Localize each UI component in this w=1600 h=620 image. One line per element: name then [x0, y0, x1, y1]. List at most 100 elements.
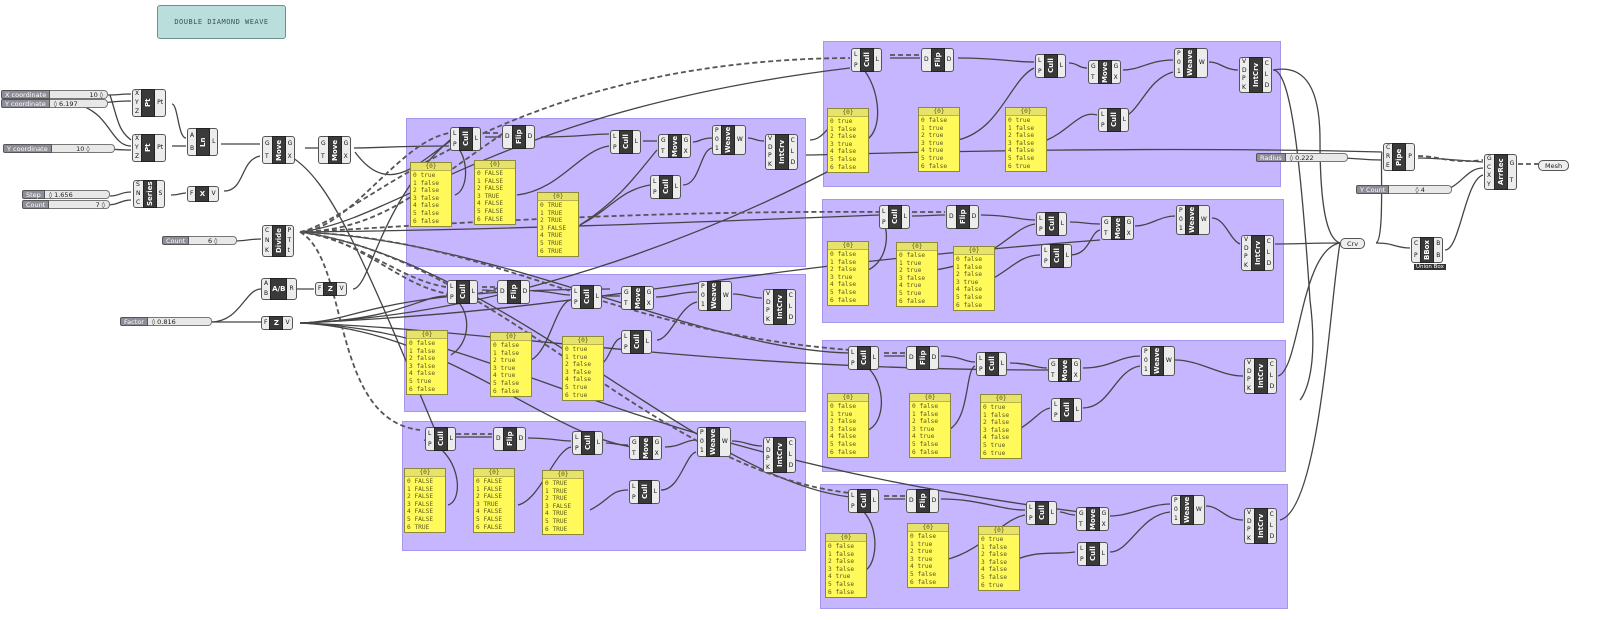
y-coordinate-slider[interactable]: Y coordinate ◊ 6.197: [1, 99, 108, 108]
boolean-panel[interactable]: {0} 0 FALSE 1 FALSE 2 FALSE 3 TRUE 4 FALSE 5 F…: [473, 468, 515, 534]
cull-component[interactable]: L P Cull L: [879, 205, 910, 229]
intcrv-component[interactable]: V D P K IntCrv C L D: [763, 437, 797, 473]
group-bottom-mid[interactable]: [402, 421, 806, 551]
boolean-panel[interactable]: {0} 0 true 1 false 2 false 3 true 4 false 5 fa…: [827, 108, 869, 174]
move-component-2[interactable]: G T Move G X: [318, 136, 352, 164]
factor-slider[interactable]: Factor ◊ 0.816: [120, 317, 212, 326]
boolean-panel[interactable]: {0} 0 false 1 false 2 false 3 true 4 true 5 fa…: [909, 393, 951, 459]
weave-component[interactable]: P 0 1 Weave W: [1171, 495, 1205, 525]
move-component[interactable]: G T Move G X: [1048, 358, 1082, 382]
boolean-panel[interactable]: {0} 0 FALSE 1 FALSE 2 FALSE 3 TRUE 4 FALSE 5 F…: [474, 160, 516, 226]
weave-component[interactable]: P 0 1 Weave W: [698, 281, 732, 311]
y-coordinate-slider-2[interactable]: Y coordinate 10 ◊: [3, 144, 115, 153]
flip-component[interactable]: D Flip D: [493, 427, 527, 451]
move-component[interactable]: G T Move G X: [621, 286, 655, 310]
cull-component[interactable]: L P Cull L: [447, 280, 478, 304]
cull-component[interactable]: L P Cull L: [610, 130, 641, 154]
flip-component[interactable]: D Flip D: [906, 489, 940, 513]
boolean-panel[interactable]: {0} 0 FALSE 1 FALSE 2 FALSE 3 FALSE 4 FALSE 5 …: [404, 468, 446, 534]
cull-component[interactable]: L P Cull L: [851, 48, 882, 72]
intcrv-component[interactable]: V D P K IntCrv C L D: [1244, 508, 1278, 544]
cull-component[interactable]: L P Cull L: [621, 330, 652, 354]
cull-component[interactable]: L P Cull L: [450, 127, 481, 151]
x-coordinate-slider[interactable]: X coordinate 10 ◊: [1, 90, 108, 99]
weave-component[interactable]: P 0 1 Weave W: [1174, 48, 1208, 78]
flip-component[interactable]: D Flip D: [502, 125, 536, 149]
weave-component[interactable]: P 0 1 Weave W: [1176, 205, 1210, 235]
count-slider[interactable]: Count 7 ◊: [22, 200, 110, 209]
cull-component[interactable]: L P Cull L: [571, 285, 602, 309]
flip-component[interactable]: D Flip D: [946, 205, 980, 229]
cull-component[interactable]: L P Cull L: [1077, 542, 1108, 566]
cull-component[interactable]: L P Cull L: [1051, 398, 1082, 422]
boolean-panel[interactable]: {0} 0 TRUE 1 TRUE 2 TRUE 3 FALSE 4 TRUE 5 TRUE…: [537, 192, 579, 258]
boolean-panel[interactable]: {0} 0 false 1 false 2 false 3 false 4 false 5 …: [406, 330, 448, 396]
move-component[interactable]: G T Move G X: [262, 136, 296, 164]
cull-component[interactable]: L P Cull L: [572, 431, 603, 455]
mesh-param[interactable]: Mesh: [1538, 160, 1570, 171]
boolean-panel[interactable]: {0} 0 TRUE 1 TRUE 2 TRUE 3 FALSE 4 TRUE 5 TRUE…: [542, 470, 584, 536]
cull-component[interactable]: L P Cull L: [425, 427, 456, 451]
boolean-panel[interactable]: {0} 0 false 1 false 2 false 3 true 4 false 5 f…: [827, 241, 869, 307]
cull-component[interactable]: L P Cull L: [848, 489, 879, 513]
point-component[interactable]: X Y Z Pt Pt: [132, 89, 167, 117]
line-component[interactable]: A B Ln L: [187, 128, 219, 156]
move-component[interactable]: G T Move G X: [658, 134, 692, 158]
boolean-panel[interactable]: {0} 0 true 1 false 2 false 3 false 4 false 5 f…: [410, 162, 452, 228]
pipe-component[interactable]: C R E Pipe P: [1383, 143, 1415, 171]
move-component[interactable]: G T Move G X: [1088, 60, 1122, 84]
cull-component[interactable]: L P Cull L: [629, 480, 660, 504]
step-slider[interactable]: Step ◊ 1.656: [22, 190, 110, 199]
y-count-slider[interactable]: Y Count ◊ 4: [1356, 185, 1452, 194]
divide-count-slider[interactable]: Count 6 ◊: [162, 236, 237, 245]
boolean-panel[interactable]: {0} 0 false 1 true 2 true 3 true 4 true 5 true…: [918, 107, 960, 173]
intcrv-component[interactable]: V D P K IntCrv C L D: [763, 289, 797, 325]
boolean-panel[interactable]: {0} 0 false 1 true 2 true 3 false 4 true 5 tru…: [896, 242, 938, 308]
arrrec-component[interactable]: G C X Y ArrRec G T: [1484, 154, 1518, 190]
weave-component[interactable]: P 0 1 Weave W: [697, 427, 731, 457]
point-component-2[interactable]: X Y Z Pt Pt: [132, 134, 167, 162]
boolean-panel[interactable]: {0} 0 false 1 true 2 false 3 false 4 false 5 f…: [827, 393, 869, 459]
intcrv-component[interactable]: V D P K IntCrv C L D: [1244, 358, 1278, 394]
move-component[interactable]: G T Move G X: [1101, 216, 1135, 240]
intcrv-component[interactable]: V D P K IntCrv C L D: [1239, 57, 1273, 93]
flip-component[interactable]: D Flip D: [921, 48, 955, 72]
panel-item: 6 FALSE: [477, 215, 504, 223]
cull-component[interactable]: L P Cull L: [976, 352, 1007, 376]
boolean-panel[interactable]: {0} 0 false 1 false 2 false 3 true 4 false 5 f…: [953, 246, 995, 312]
series-component[interactable]: S N C Series S: [133, 180, 166, 208]
move-component[interactable]: G T Move G X: [629, 436, 663, 460]
boolean-panel[interactable]: {0} 0 false 1 false 2 true 3 true 4 true 5 fal…: [490, 332, 532, 398]
move-component[interactable]: G T Move G X: [1076, 507, 1110, 531]
title-panel[interactable]: DOUBLE DIAMOND WEAVE: [157, 5, 286, 39]
boolean-panel[interactable]: {0} 0 true 1 true 2 false 3 false 4 false 5 tr…: [562, 336, 604, 402]
flip-component[interactable]: D Flip D: [497, 280, 531, 304]
boolean-panel[interactable]: {0} 0 false 1 true 2 true 3 true 4 true 5 fals…: [907, 523, 949, 589]
cull-component[interactable]: L P Cull L: [1041, 244, 1072, 268]
intcrv-component[interactable]: V D P K IntCrv C L D: [1241, 235, 1275, 271]
boolean-panel[interactable]: {0} 0 true 1 false 2 false 3 false 4 false 5 t…: [980, 394, 1022, 460]
boolean-panel[interactable]: {0} 0 true 1 false 2 false 3 false 4 false 5 f…: [1005, 107, 1047, 173]
cull-component[interactable]: L P Cull L: [650, 175, 681, 199]
weave-component[interactable]: P 0 1 Weave W: [1141, 346, 1175, 376]
weave-component[interactable]: P 0 1 Weave W: [712, 125, 746, 155]
cull-component[interactable]: L P Cull L: [1098, 108, 1129, 132]
radius-slider[interactable]: Radius ◊ 0.222: [1256, 153, 1348, 162]
cull-component[interactable]: L P Cull L: [1035, 54, 1066, 78]
division-component[interactable]: A B A/B R: [261, 278, 297, 300]
intcrv-component[interactable]: V D P K IntCrv C L D: [765, 134, 799, 170]
boolean-panel[interactable]: {0} 0 true 1 false 2 false 3 false 4 false 5 f…: [978, 526, 1020, 592]
cull-component[interactable]: L P Cull L: [848, 346, 879, 370]
crv-param[interactable]: Crv: [1340, 238, 1366, 249]
bbox-component[interactable]: C P BBox B B: [1411, 237, 1444, 263]
cull-component[interactable]: L P Cull L: [1026, 501, 1057, 525]
flip-component[interactable]: D Flip D: [906, 346, 940, 370]
boolean-panel[interactable]: {0} 0 false 1 false 2 false 3 false 4 true 5 f…: [825, 533, 867, 599]
cull-component[interactable]: L P Cull L: [1036, 212, 1067, 236]
